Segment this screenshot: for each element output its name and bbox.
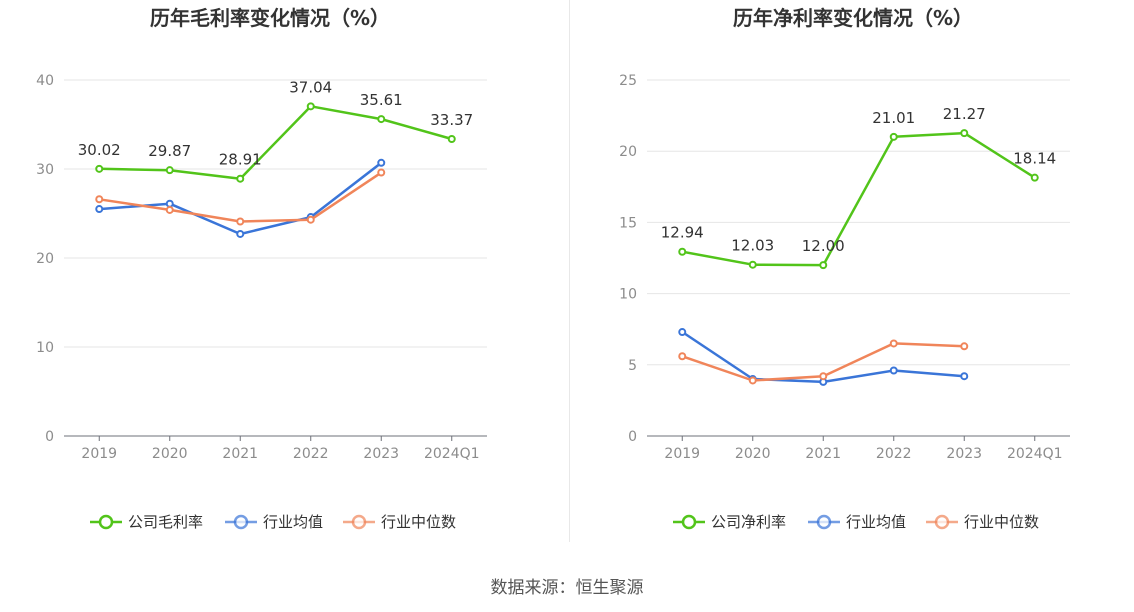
data-label: 21.27 [943,105,986,123]
data-point [960,372,969,381]
x-tick-label: 2023 [363,446,399,462]
legend-marker-icon [681,514,697,530]
chart-title: 历年毛利率变化情况（%） [150,6,390,30]
legend-item-0[interactable]: 公司毛利率 [90,513,203,531]
x-tick-label: 2024Q1 [1007,446,1063,462]
x-tick-label: 2021 [222,446,258,462]
x-tick-label: 2022 [876,446,912,462]
x-tick-label: 2021 [805,446,841,462]
data-point [748,260,757,269]
y-tick-label: 40 [36,73,54,89]
data-point [819,261,828,270]
data-label: 33.37 [430,111,473,129]
x-tick-label: 2020 [735,446,771,462]
data-point [236,217,245,226]
y-tick-label: 10 [619,287,637,303]
legend-label: 公司净利率 [711,513,786,531]
legend-item-0[interactable]: 公司净利率 [673,513,786,531]
y-tick-label: 10 [36,340,54,356]
data-point [960,129,969,138]
y-tick-label: 30 [36,162,54,178]
data-label: 12.00 [802,237,845,255]
gross-margin-chart: 历年毛利率变化情况（%） 0 10 20 30 40 2019 2020 2021 2022 202… [36,6,487,531]
data-point [678,352,687,361]
x-tick-label: 2020 [152,446,188,462]
data-label: 12.03 [731,237,774,255]
data-point [165,205,174,214]
legend-label: 行业均值 [846,513,906,531]
data-point [960,342,969,351]
data-point [165,166,174,175]
data-point [165,199,174,208]
data-label: 28.91 [219,151,262,169]
x-tick-label: 2019 [664,446,700,462]
data-label: 30.02 [78,141,121,159]
data-point [889,132,898,141]
y-tick-label: 25 [619,73,637,89]
data-point [447,135,456,144]
y-tick-label: 0 [45,429,54,445]
data-point [678,247,687,256]
x-tick-label: 2024Q1 [424,446,480,462]
legend-label: 行业均值 [263,513,323,531]
legend-marker-icon [98,514,114,530]
data-point [306,102,315,111]
gross-margin-chart-panel: 历年毛利率变化情况（%） 0 10 20 30 40 2019 2020 2021 2022 202… [0,0,567,560]
y-tick-label: 0 [628,429,637,445]
data-point [678,328,687,337]
net-margin-chart-panel: 历年净利率变化情况（%） 0 5 10 15 20 25 2019 2020 2021 2022 20… [567,0,1134,560]
data-point [748,376,757,385]
y-tick-label: 20 [36,251,54,267]
data-source-label: 数据来源：恒生聚源 [490,578,644,598]
legend-item-2[interactable]: 行业中位数 [926,513,1039,531]
data-point [236,229,245,238]
panel-divider [569,0,570,542]
legend-marker-icon [816,514,832,530]
data-point [1030,173,1039,182]
data-point [377,158,386,167]
data-label: 18.14 [1013,150,1056,168]
x-tick-label: 2022 [293,446,329,462]
data-point [95,195,104,204]
data-point [889,339,898,348]
x-tick-label: 2023 [946,446,982,462]
legend-item-2[interactable]: 行业中位数 [343,513,456,531]
y-tick-label: 15 [619,215,637,231]
y-tick-label: 5 [628,358,637,374]
series-line-0 [99,105,453,180]
data-label: 12.94 [661,224,704,242]
legend-item-1[interactable]: 行业均值 [808,513,906,531]
legend-marker-icon [351,514,367,530]
chart-title: 历年净利率变化情况（%） [733,6,973,30]
data-label: 29.87 [148,142,191,160]
data-point [377,168,386,177]
data-label: 37.04 [289,78,332,96]
legend-label: 行业中位数 [964,513,1039,531]
legend-label: 公司毛利率 [128,513,203,531]
legend-item-1[interactable]: 行业均值 [225,513,323,531]
data-point [236,174,245,183]
legend-marker-icon [934,514,950,530]
data-point [95,205,104,214]
data-point [377,115,386,124]
data-point [819,372,828,381]
x-tick-label: 2019 [81,446,117,462]
data-point [306,215,315,224]
legend-marker-icon [233,514,249,530]
data-point [889,366,898,375]
data-label: 35.61 [360,91,403,109]
series-line-0 [682,131,1036,267]
data-point [95,164,104,173]
y-tick-label: 20 [619,144,637,160]
data-label: 21.01 [872,109,915,127]
net-margin-chart: 历年净利率变化情况（%） 0 5 10 15 20 25 2019 2020 2021 2022 20… [619,6,1070,531]
legend-label: 行业中位数 [381,513,456,531]
